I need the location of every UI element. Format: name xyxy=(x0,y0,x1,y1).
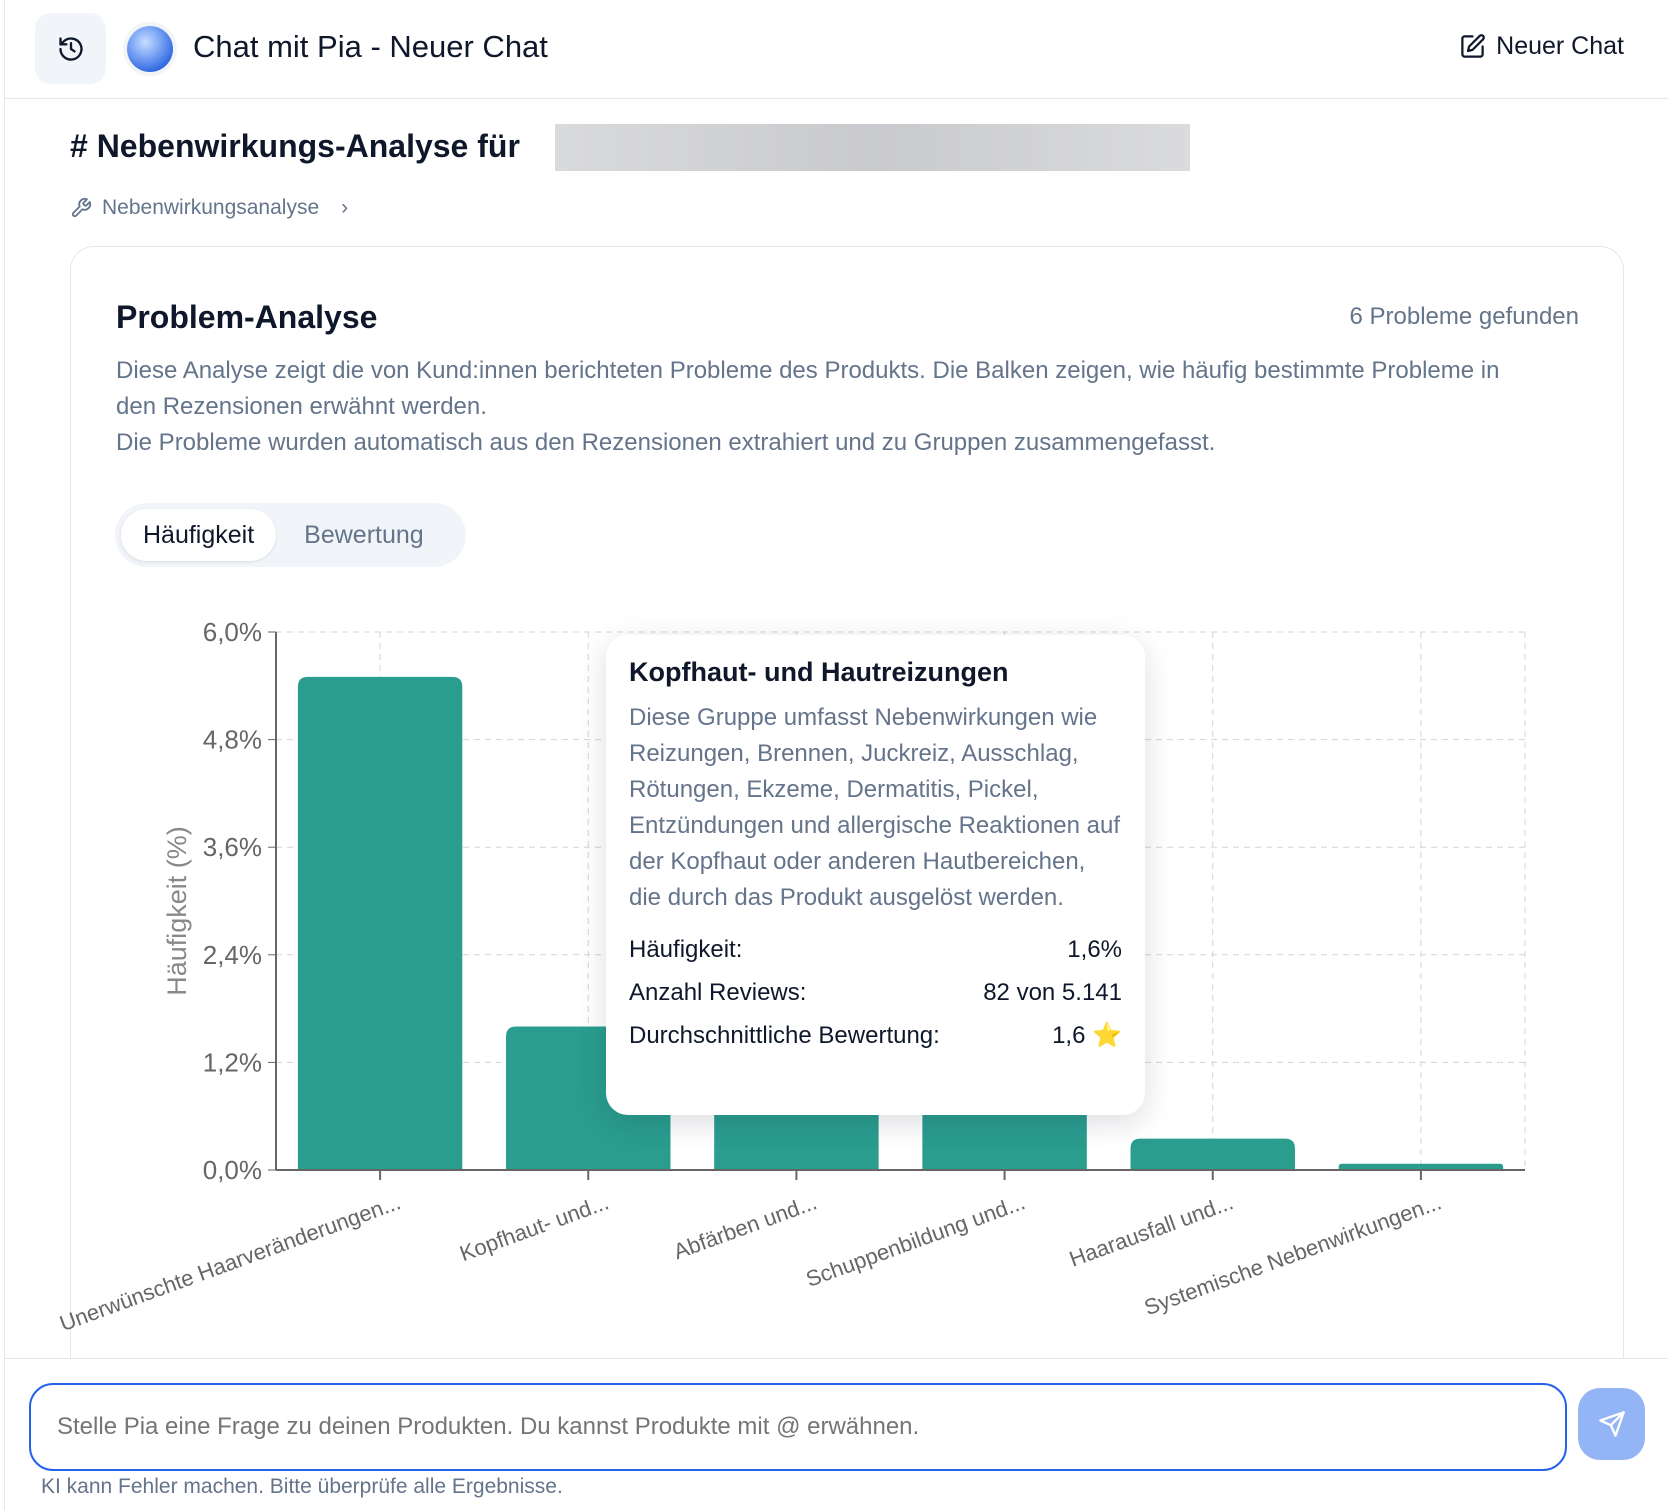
tab-haeufigkeit[interactable]: Häufigkeit xyxy=(121,509,277,561)
bar xyxy=(297,676,463,1170)
tooltip-label: Häufigkeit: xyxy=(629,936,743,963)
new-chat-button[interactable]: Neuer Chat xyxy=(1459,32,1624,61)
y-tick-label: 4,8% xyxy=(203,725,262,755)
history-button[interactable] xyxy=(35,13,106,84)
redacted-product-name xyxy=(555,124,1190,171)
tooltip-description: Diese Gruppe umfasst Nebenwirkungen wie … xyxy=(629,704,1121,911)
x-tick-label: Haarausfall und... xyxy=(1066,1189,1237,1271)
tooltip-value: 1,6% xyxy=(1067,936,1122,963)
card-title: Problem-Analyse xyxy=(116,299,378,335)
breadcrumb-label: Nebenwirkungsanalyse xyxy=(102,196,320,219)
tooltip-value: 1,6 ⭐ xyxy=(1052,1022,1122,1049)
new-chat-label: Neuer Chat xyxy=(1496,32,1624,60)
tooltip-label: Anzahl Reviews: xyxy=(629,979,807,1006)
tooltip-label: Durchschnittliche Bewertung: xyxy=(629,1022,940,1049)
tooltip-row: Durchschnittliche Bewertung: 1,6 ⭐ xyxy=(629,1014,1122,1057)
chat-title: Chat mit Pia - Neuer Chat xyxy=(193,29,548,64)
edit-icon xyxy=(1461,34,1485,58)
bar xyxy=(1338,1163,1504,1170)
tooltip-row: Anzahl Reviews: 82 von 5.141 xyxy=(629,971,1122,1014)
y-tick-label: 2,4% xyxy=(203,940,262,970)
x-tick-label: Abfärben und... xyxy=(670,1189,820,1264)
tooltip-row: Häufigkeit: 1,6% xyxy=(629,928,1122,971)
disclaimer: KI kann Fehler machen. Bitte überprüfe a… xyxy=(41,1475,563,1498)
chat-input[interactable] xyxy=(29,1383,1567,1471)
problem-analysis-card: Problem-Analyse 6 Probleme gefunden Dies… xyxy=(70,246,1624,1396)
view-tabs: Häufigkeit Bewertung xyxy=(115,503,466,567)
y-tick-label: 1,2% xyxy=(203,1047,262,1077)
header: Chat mit Pia - Neuer Chat Neuer Chat xyxy=(5,0,1668,99)
breadcrumb[interactable]: Nebenwirkungsanalyse › xyxy=(70,196,348,220)
tooltip-value: 82 von 5.141 xyxy=(983,979,1122,1006)
card-description: Diese Analyse zeigt die von Kund:innen b… xyxy=(116,353,1536,461)
y-tick-label: 6,0% xyxy=(203,617,262,647)
bar xyxy=(1130,1138,1295,1170)
description-line: Die Probleme wurden automatisch aus den … xyxy=(116,429,1216,456)
page-heading: # Nebenwirkungs-Analyse für xyxy=(70,128,520,164)
chart-tooltip: Kopfhaut- und Hautreizungen Diese Gruppe… xyxy=(606,635,1145,1115)
x-tick-label: Schuppenbildung und... xyxy=(802,1189,1028,1292)
y-tick-label: 3,6% xyxy=(203,832,262,862)
left-border xyxy=(4,0,5,1510)
pia-avatar xyxy=(127,26,173,72)
y-axis-label: Häufigkeit (%) xyxy=(162,826,192,996)
send-button[interactable] xyxy=(1578,1388,1645,1460)
y-tick-label: 0,0% xyxy=(203,1155,262,1185)
frequency-bar-chart: 0,0% 1,2% 2,4% 3,6% 4,8% 6,0% Unerwünschte Haa… xyxy=(56,617,1526,1336)
tab-bewertung[interactable]: Bewertung xyxy=(304,520,424,549)
history-icon xyxy=(58,36,83,61)
problem-count: 6 Probleme gefunden xyxy=(1349,303,1580,330)
description-line: Diese Analyse zeigt die von Kund:innen b… xyxy=(116,357,1500,420)
chevron-right-icon: › xyxy=(341,196,349,219)
x-tick-label: Kopfhaut- und... xyxy=(456,1189,612,1266)
send-icon xyxy=(1598,1411,1625,1437)
wrench-icon xyxy=(71,197,92,218)
tooltip-title: Kopfhaut- und Hautreizungen xyxy=(629,657,1009,687)
x-tick-label: Unerwünschte Haarveränderungen... xyxy=(56,1189,404,1336)
